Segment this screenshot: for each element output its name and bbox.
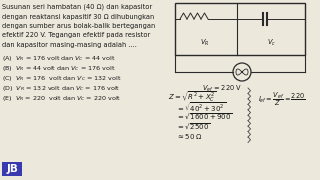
Text: (E)  $V_R$ = 220  volt dan $V_C$ = 220 volt: (E) $V_R$ = 220 volt dan $V_C$ = 220 vol… bbox=[2, 94, 121, 103]
Bar bbox=[2, 162, 22, 176]
Text: Susunan seri hambatan (40 Ω) dan kapasitor: Susunan seri hambatan (40 Ω) dan kapasit… bbox=[2, 4, 152, 10]
Text: $V_R$: $V_R$ bbox=[200, 38, 210, 48]
Text: dengan sumber arus bolak-balik bertegangan: dengan sumber arus bolak-balik bertegang… bbox=[2, 23, 155, 29]
Text: dengan reaktansi kapasitif 30 Ω dihubungkan: dengan reaktansi kapasitif 30 Ω dihubung… bbox=[2, 14, 154, 19]
Text: efektif 220 V. Tegangan efektif pada resistor: efektif 220 V. Tegangan efektif pada res… bbox=[2, 33, 150, 39]
Text: (C)  $V_R$ = 176  volt dan $V_C$ = 132 volt: (C) $V_R$ = 176 volt dan $V_C$ = 132 vol… bbox=[2, 74, 122, 83]
Text: (A)  $V_R$ = 176 volt dan $V_C$ = 44 volt: (A) $V_R$ = 176 volt dan $V_C$ = 44 volt bbox=[2, 54, 116, 63]
Text: R: R bbox=[190, 0, 196, 2]
Text: (D)  $V_R$ = 132 volt dan $V_C$ = 176 volt: (D) $V_R$ = 132 volt dan $V_C$ = 176 vol… bbox=[2, 84, 120, 93]
Text: dan kapasitor masing-masing adalah ....: dan kapasitor masing-masing adalah .... bbox=[2, 42, 137, 48]
Text: (B)  $V_R$ = 44 volt dan $V_C$ = 176 volt: (B) $V_R$ = 44 volt dan $V_C$ = 176 volt bbox=[2, 64, 116, 73]
Text: $I_{ef} = \dfrac{V_{ef}}{Z} = \dfrac{220}{\,}$: $I_{ef} = \dfrac{V_{ef}}{Z} = \dfrac{220… bbox=[258, 91, 306, 108]
Text: $V_{ef}$ = 220 V: $V_{ef}$ = 220 V bbox=[202, 84, 242, 94]
Text: $Z = \sqrt{R^2 + X_C^2}$: $Z = \sqrt{R^2 + X_C^2}$ bbox=[168, 90, 217, 105]
Text: $= \sqrt{2500}$: $= \sqrt{2500}$ bbox=[176, 122, 211, 131]
Text: $\approx 50\ \Omega$: $\approx 50\ \Omega$ bbox=[176, 132, 203, 141]
Text: $= \sqrt{40^2 + 30^2}$: $= \sqrt{40^2 + 30^2}$ bbox=[176, 100, 226, 114]
Bar bbox=[175, 3, 305, 55]
Text: $= \sqrt{1600 + 900}$: $= \sqrt{1600 + 900}$ bbox=[176, 111, 233, 121]
Text: $V_c$: $V_c$ bbox=[268, 38, 276, 48]
Text: JB: JB bbox=[6, 164, 18, 174]
Text: C: C bbox=[252, 0, 258, 2]
